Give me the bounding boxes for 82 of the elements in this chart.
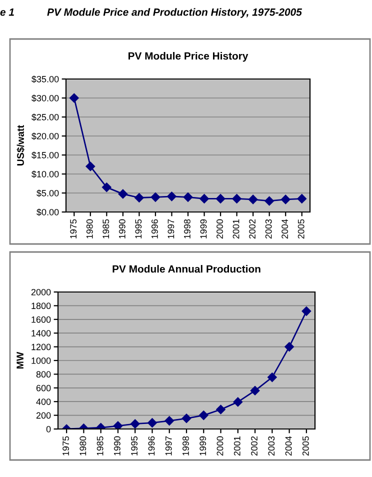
point — [216, 194, 226, 204]
y-tick-label: $25.00 — [32, 114, 59, 121]
point — [232, 194, 242, 204]
point — [250, 386, 260, 396]
y-tick-label: $15.00 — [32, 152, 59, 159]
point — [167, 192, 176, 202]
text: PV Module Price and Production History, 1975-2005 — [47, 8, 302, 18]
y-tick-label: 200 — [36, 412, 51, 419]
point — [148, 418, 157, 428]
y-tick-label: 1000 — [32, 357, 51, 364]
point — [113, 421, 123, 429]
point — [216, 404, 226, 414]
chart-title: PV Module Price History — [128, 52, 248, 62]
x-tick-label: 1996 — [148, 436, 155, 456]
x-tick-label: 2001 — [234, 436, 240, 456]
y-tick-label: $20.00 — [32, 132, 59, 140]
point — [248, 194, 258, 204]
x-tick-label: 1996 — [151, 219, 158, 238]
x-tick-label: 1997 — [165, 436, 172, 456]
y-tick-label: $30.00 — [32, 94, 59, 102]
x-tick-label: 2000 — [216, 219, 223, 239]
x-tick-label: 2004 — [282, 219, 288, 239]
point — [130, 419, 140, 428]
point — [70, 93, 79, 103]
y-tick-label: 800 — [36, 371, 51, 378]
x-tick-label: 2002 — [251, 436, 258, 456]
x-tick-label: 1995 — [135, 219, 142, 238]
x-tick-label: 2000 — [216, 436, 224, 456]
y-axis-title: US$/watt — [16, 125, 25, 166]
y-tick-label: 1800 — [32, 302, 51, 310]
chart-title: PV Module Annual Production — [112, 265, 260, 273]
x-tick-label: 1999 — [200, 219, 207, 238]
y-axis-title: MW — [16, 352, 24, 368]
x-tick-label: 2004 — [285, 436, 292, 456]
point — [118, 189, 128, 199]
point — [150, 192, 160, 202]
text: e 1 — [0, 8, 14, 16]
point — [302, 306, 312, 316]
point — [233, 397, 243, 407]
point — [199, 410, 208, 420]
point — [164, 416, 174, 426]
y-tick-label: $5.00 — [36, 190, 59, 197]
x-tick-label: 1975 — [70, 219, 77, 238]
y-tick-label: 0 — [46, 426, 51, 432]
point — [280, 194, 290, 204]
point — [200, 194, 209, 204]
x-tick-label: 1997 — [168, 219, 174, 238]
y-tick-label: 400 — [36, 398, 51, 405]
x-tick-label: 2003 — [268, 436, 275, 456]
x-tick-label: 1990 — [118, 219, 126, 238]
y-tick-label: $10.00 — [32, 170, 59, 178]
x-tick-label: 2005 — [298, 219, 304, 239]
x-tick-label: 1998 — [182, 436, 189, 456]
point — [86, 162, 96, 172]
x-tick-label: 1980 — [80, 436, 86, 456]
y-tick-label: 1400 — [32, 330, 51, 336]
point — [268, 372, 277, 382]
point — [102, 182, 112, 192]
x-tick-label: 2002 — [249, 219, 256, 239]
point — [264, 196, 274, 206]
y-tick-label: $35.00 — [32, 76, 59, 83]
x-tick-label: 1990 — [114, 436, 120, 456]
x-tick-label: 2001 — [232, 219, 240, 239]
x-tick-label: 1985 — [96, 436, 104, 456]
x-tick-label: 1998 — [184, 219, 190, 238]
point — [183, 192, 193, 202]
y-tick-label: 2000 — [31, 288, 51, 296]
y-tick-label: 1600 — [32, 316, 51, 323]
x-tick-label: 2005 — [302, 436, 309, 456]
x-tick-label: 1980 — [86, 219, 93, 238]
x-tick-label: 1995 — [131, 436, 138, 456]
x-tick-label: 1985 — [102, 219, 110, 238]
y-tick-label: 600 — [36, 384, 51, 392]
point — [182, 414, 192, 424]
x-tick-label: 1975 — [62, 436, 69, 456]
point — [284, 342, 294, 352]
x-tick-label: 1999 — [200, 436, 206, 456]
y-tick-label: 1200 — [32, 344, 51, 350]
y-tick-label: $0.00 — [36, 208, 59, 216]
point — [134, 193, 144, 202]
point — [297, 194, 306, 204]
x-tick-label: 2003 — [265, 219, 272, 239]
